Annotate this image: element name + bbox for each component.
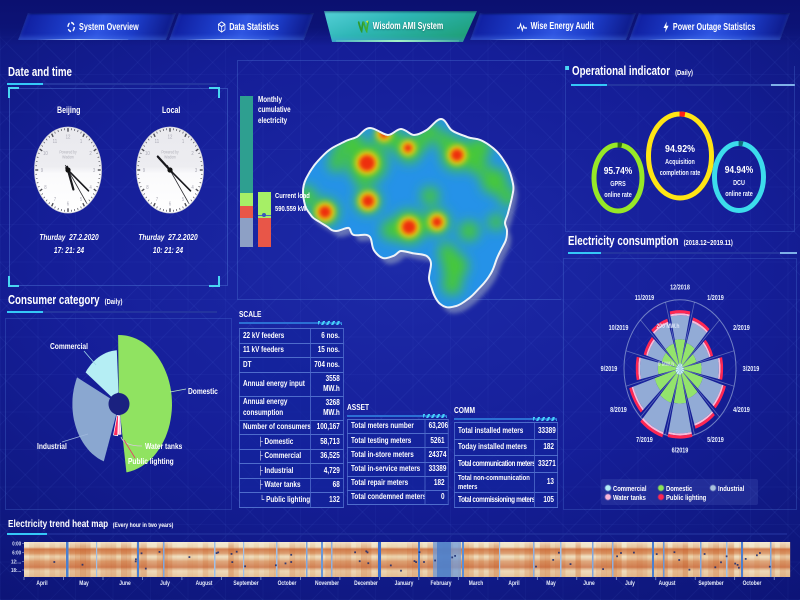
svg-text:August: August bbox=[659, 581, 676, 588]
svg-text:12: 12 bbox=[66, 134, 71, 141]
svg-text:Powered by: Powered by bbox=[59, 150, 76, 154]
svg-text:3: 3 bbox=[195, 168, 198, 175]
svg-text:11/2019: 11/2019 bbox=[635, 295, 655, 303]
svg-text:11: 11 bbox=[155, 139, 160, 146]
svg-text:6:00: 6:00 bbox=[12, 550, 21, 557]
svg-text:July: July bbox=[160, 581, 171, 588]
svg-text:June: June bbox=[119, 581, 130, 588]
svg-text:October: October bbox=[278, 581, 297, 588]
svg-text:July: July bbox=[625, 581, 636, 588]
svg-text:3: 3 bbox=[93, 168, 96, 175]
svg-text:DCU: DCU bbox=[733, 179, 745, 187]
svg-text:May: May bbox=[79, 581, 89, 588]
svg-text:3/2019: 3/2019 bbox=[743, 365, 760, 373]
svg-text:11: 11 bbox=[53, 139, 58, 146]
svg-text:Industrial: Industrial bbox=[718, 485, 744, 493]
svg-text:1: 1 bbox=[182, 139, 185, 146]
svg-text:GPRS: GPRS bbox=[610, 180, 625, 188]
svg-text:10/2019: 10/2019 bbox=[609, 325, 629, 333]
svg-text:September: September bbox=[698, 581, 724, 588]
svg-text:Powered by: Powered by bbox=[161, 150, 178, 154]
svg-text:5/2019: 5/2019 bbox=[707, 436, 724, 444]
svg-text:Wisdom: Wisdom bbox=[164, 155, 176, 159]
svg-text:4: 4 bbox=[191, 184, 194, 191]
svg-text:2: 2 bbox=[89, 151, 92, 158]
svg-text:8: 8 bbox=[146, 184, 149, 191]
svg-text:online rate: online rate bbox=[725, 190, 753, 198]
svg-text:2/2019: 2/2019 bbox=[733, 325, 750, 333]
svg-text:9: 9 bbox=[41, 168, 44, 175]
svg-text:June: June bbox=[583, 581, 594, 588]
svg-text:12:...: 12:... bbox=[11, 559, 21, 566]
svg-text:Commercial: Commercial bbox=[613, 485, 647, 493]
svg-text:12: 12 bbox=[168, 134, 173, 141]
svg-text:1: 1 bbox=[80, 139, 83, 146]
svg-text:7: 7 bbox=[54, 197, 57, 204]
svg-text:February: February bbox=[431, 581, 453, 588]
svg-text:Water tanks: Water tanks bbox=[613, 494, 646, 502]
svg-text:5: 5 bbox=[80, 197, 83, 204]
svg-text:6: 6 bbox=[169, 201, 172, 208]
svg-text:April: April bbox=[508, 581, 520, 588]
svg-text:March: March bbox=[469, 581, 484, 588]
svg-text:September: September bbox=[233, 581, 259, 588]
svg-text:8/2019: 8/2019 bbox=[610, 406, 627, 414]
svg-text:6: 6 bbox=[67, 201, 70, 208]
svg-text:7: 7 bbox=[156, 197, 159, 204]
svg-text:8: 8 bbox=[44, 184, 47, 191]
svg-text:18:...: 18:... bbox=[11, 568, 21, 575]
svg-text:4/2019: 4/2019 bbox=[733, 406, 750, 414]
svg-text:0 MW.h: 0 MW.h bbox=[658, 362, 674, 369]
svg-text:completion rate: completion rate bbox=[660, 169, 701, 177]
svg-text:Public lighting: Public lighting bbox=[666, 494, 706, 502]
svg-text:6/2019: 6/2019 bbox=[672, 447, 689, 455]
svg-text:Acquisition: Acquisition bbox=[665, 158, 695, 166]
svg-text:November: November bbox=[315, 581, 340, 588]
svg-text:4: 4 bbox=[89, 184, 92, 191]
svg-text:October: October bbox=[743, 581, 762, 588]
svg-text:94.92%: 94.92% bbox=[665, 143, 695, 155]
svg-text:1/2019: 1/2019 bbox=[707, 295, 724, 303]
svg-text:10: 10 bbox=[43, 151, 48, 158]
svg-text:December: December bbox=[354, 581, 378, 588]
svg-text:9/2019: 9/2019 bbox=[601, 365, 618, 373]
svg-text:94.94%: 94.94% bbox=[725, 164, 753, 175]
svg-text:January: January bbox=[395, 581, 415, 588]
svg-text:May: May bbox=[546, 581, 556, 588]
svg-text:12/2018: 12/2018 bbox=[670, 284, 690, 292]
svg-text:95.74%: 95.74% bbox=[604, 165, 632, 176]
svg-text:August: August bbox=[196, 581, 213, 588]
svg-text:9: 9 bbox=[143, 168, 146, 175]
svg-text:Domestic: Domestic bbox=[666, 485, 693, 493]
svg-text:5: 5 bbox=[182, 197, 185, 204]
svg-text:7/2019: 7/2019 bbox=[636, 436, 653, 444]
svg-text:0:00: 0:00 bbox=[12, 541, 21, 548]
svg-text:online rate: online rate bbox=[604, 191, 632, 199]
svg-text:200 MW.h: 200 MW.h bbox=[656, 324, 679, 331]
svg-text:April: April bbox=[36, 581, 48, 588]
svg-text:Wisdom: Wisdom bbox=[62, 155, 74, 159]
svg-text:2: 2 bbox=[191, 151, 194, 158]
svg-text:10: 10 bbox=[145, 151, 150, 158]
